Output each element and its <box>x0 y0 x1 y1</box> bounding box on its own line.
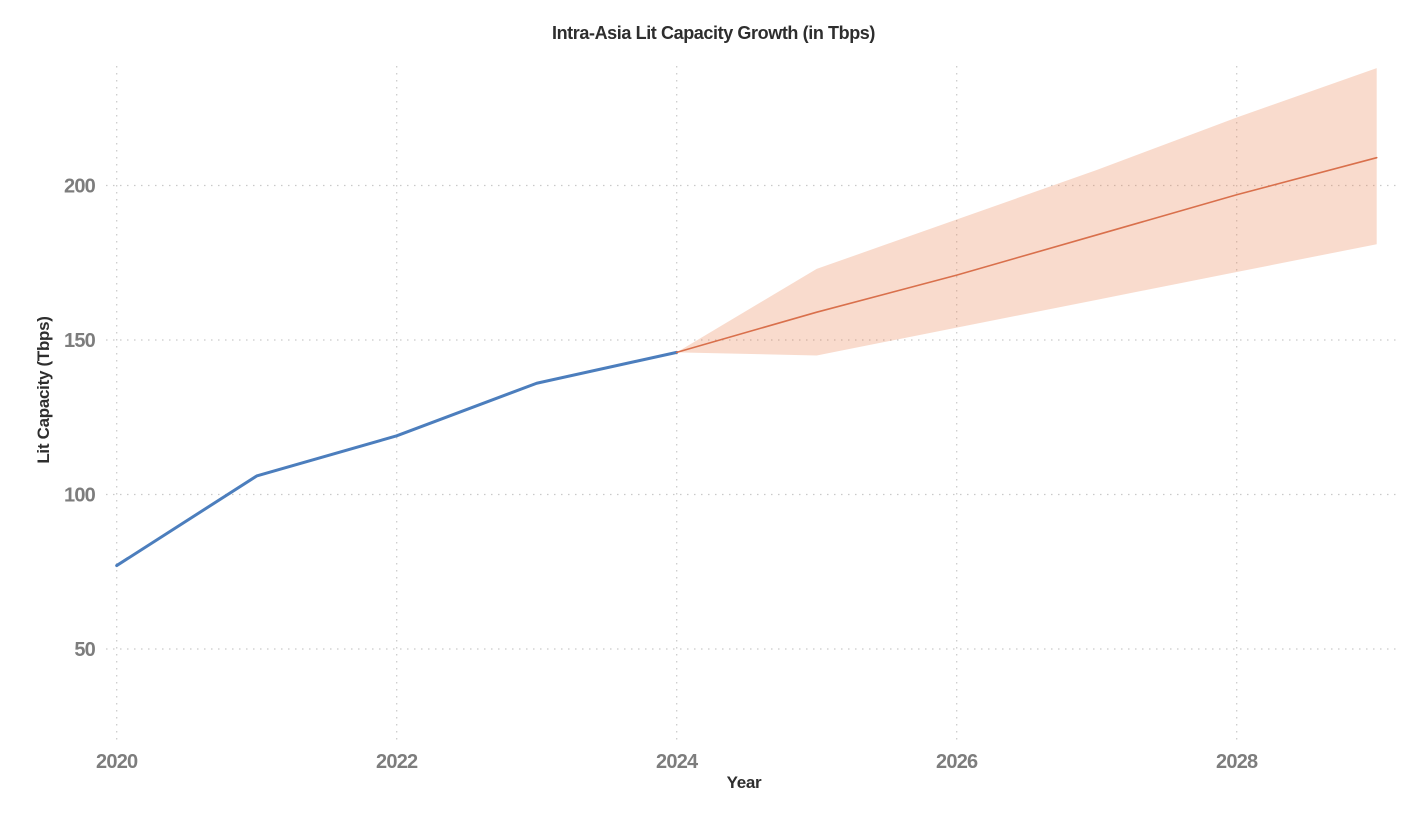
chart-title: Intra-Asia Lit Capacity Growth (in Tbps) <box>551 23 876 43</box>
x-tick-label: 2026 <box>936 751 978 773</box>
x-axis-label: Year <box>726 773 762 792</box>
forecast-confidence-band <box>676 68 1377 356</box>
x-tick-label: 2020 <box>96 751 138 773</box>
x-tick-label: 2028 <box>1216 751 1258 773</box>
y-tick-label: 200 <box>64 176 96 198</box>
x-tick-label: 2024 <box>656 751 699 773</box>
historical-line <box>115 350 679 568</box>
x-tick-label: 2022 <box>376 751 418 773</box>
y-tick-label: 50 <box>74 639 95 661</box>
y-tick-label: 150 <box>64 330 96 352</box>
forecast-line <box>675 156 1378 354</box>
y-tick-label: 100 <box>64 485 96 507</box>
